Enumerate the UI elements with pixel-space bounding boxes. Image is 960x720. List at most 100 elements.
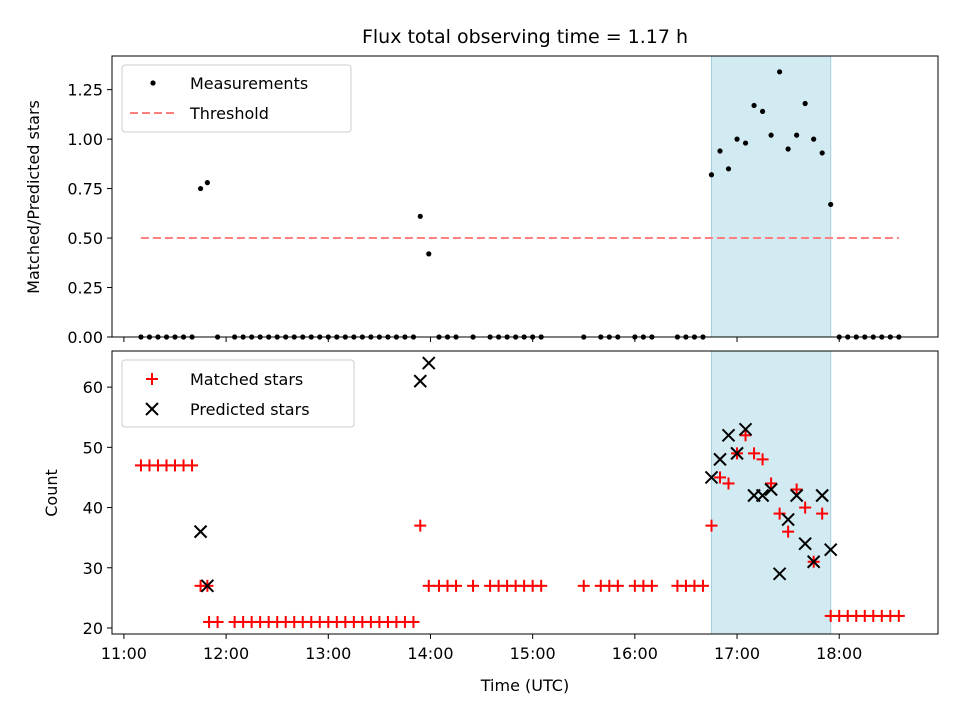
bottom-axes-frame xyxy=(111,350,939,635)
top-axes-frame xyxy=(111,55,939,338)
x-stroke-b xyxy=(789,488,804,503)
highlight-span-rect xyxy=(710,55,832,338)
matched-star-point xyxy=(422,579,435,592)
measurement-point xyxy=(768,132,774,138)
matched-star-point xyxy=(722,477,735,490)
y-tick-label: 20 xyxy=(83,619,103,638)
matched-star-point xyxy=(414,519,427,532)
measurement-point xyxy=(725,166,732,172)
y-tick-label: 1.00 xyxy=(67,130,103,149)
x-stroke-b xyxy=(815,488,829,503)
x-stroke-b xyxy=(755,488,770,503)
matched-star-point xyxy=(705,519,718,532)
matched-star-point xyxy=(773,507,786,520)
measurement-point xyxy=(828,201,834,208)
y-tick-label: 1.25 xyxy=(67,81,103,100)
x-tick-label: 15:00 xyxy=(510,644,556,663)
measurement-point xyxy=(777,69,783,75)
predicted-star-point xyxy=(806,555,821,569)
matched-star-point xyxy=(756,453,769,466)
legend-measurements-marker xyxy=(150,80,156,86)
matched-star-point xyxy=(739,429,752,442)
measurement-point xyxy=(759,108,766,115)
measurement-point xyxy=(742,140,749,146)
bottom-plot-marks xyxy=(134,356,905,628)
x-stroke-b xyxy=(806,555,821,569)
predicted-star-point xyxy=(755,488,770,503)
measurement-point xyxy=(197,185,204,192)
matched-star-point xyxy=(748,447,761,460)
x-stroke-b xyxy=(764,482,778,497)
predicted-star-point xyxy=(422,356,436,370)
legend-matched-label: Matched stars xyxy=(190,370,303,389)
predicted-star-point xyxy=(823,542,838,557)
x-tick-label: 12:00 xyxy=(203,644,249,663)
x-stroke-b xyxy=(738,422,753,436)
measurement-point xyxy=(811,136,817,142)
predicted-star-point xyxy=(730,446,744,461)
x-stroke-b xyxy=(193,524,208,539)
matched-star-point xyxy=(611,579,624,592)
top-y-ticks: 0.00 0.25 0.50 0.75 1.00 1.25 xyxy=(67,81,112,347)
x-stroke-b xyxy=(713,452,727,467)
y-tick-label: 0.00 xyxy=(67,328,103,347)
predicted-star-point xyxy=(772,567,787,581)
matched-star-point xyxy=(790,483,803,496)
predicted-star-point xyxy=(764,482,778,497)
measurement-point xyxy=(708,172,715,178)
y-tick-label: 0.50 xyxy=(67,229,103,248)
bottom-panel: 20 30 40 50 60 11:00 12:00 13:00 14:00 15:00 16:0… xyxy=(42,350,939,695)
y-tick-label: 60 xyxy=(83,378,103,397)
chart-title: Flux total observing time = 1.17 h xyxy=(362,26,688,48)
x-stroke-b xyxy=(730,446,744,461)
x-tick-label: 17:00 xyxy=(714,644,760,663)
matched-star-point xyxy=(816,507,829,520)
matched-star-point xyxy=(450,579,463,592)
measurement-point xyxy=(802,100,808,107)
predicted-star-point xyxy=(704,470,719,485)
matched-star-point xyxy=(577,579,590,592)
x-tick-label: 13:00 xyxy=(305,644,351,663)
predicted-star-point xyxy=(798,536,812,551)
x-stroke-b xyxy=(422,356,436,370)
bottom-y-ticks: 20 30 40 50 60 xyxy=(83,378,112,638)
bottom-legend: Matched stars Predicted stars xyxy=(121,359,355,428)
y-tick-label: 40 xyxy=(83,499,103,518)
x-stroke-b xyxy=(721,428,736,443)
matched-star-point xyxy=(535,579,548,592)
predicted-star-point xyxy=(713,452,727,467)
y-tick-label: 30 xyxy=(83,559,103,578)
measurement-point xyxy=(426,251,432,257)
bottom-highlight-span xyxy=(710,350,832,635)
y-tick-label: 0.75 xyxy=(67,180,103,199)
matched-star-point xyxy=(211,615,224,628)
predicted-star-point xyxy=(815,488,829,503)
measurement-point xyxy=(794,132,800,138)
legend-predicted-marker xyxy=(145,402,159,416)
matched-star-point xyxy=(799,501,812,514)
bottom-x-ticks: 11:00 12:00 13:00 14:00 15:00 16:00 17:00 18:00 xyxy=(101,634,862,663)
predicted-star-point xyxy=(721,428,736,443)
x-stroke-b xyxy=(200,579,215,593)
matched-star-point xyxy=(645,579,658,592)
top-legend-box xyxy=(121,64,352,133)
measurement-point xyxy=(417,213,423,219)
matched-star-point xyxy=(467,579,480,592)
predicted-star-point xyxy=(193,524,208,539)
x-tick-label: 14:00 xyxy=(407,644,453,663)
matched-star-point xyxy=(407,615,420,628)
y-tick-label: 50 xyxy=(83,438,103,457)
legend-matched-marker xyxy=(146,373,158,385)
top-y-axis-label: Matched/Predicted stars xyxy=(24,100,43,294)
highlight-span-rect xyxy=(710,350,832,635)
x-stroke-b xyxy=(413,374,427,388)
top-x-ticks xyxy=(123,337,840,342)
matched-star-point xyxy=(892,609,905,622)
x-tick-label: 18:00 xyxy=(816,644,862,663)
x-stroke-b xyxy=(823,542,838,557)
measurement-point xyxy=(734,136,740,142)
matched-star-point xyxy=(782,525,795,538)
matched-star-point xyxy=(696,579,709,592)
measurement-point xyxy=(751,102,757,109)
top-highlight-span xyxy=(710,55,832,338)
